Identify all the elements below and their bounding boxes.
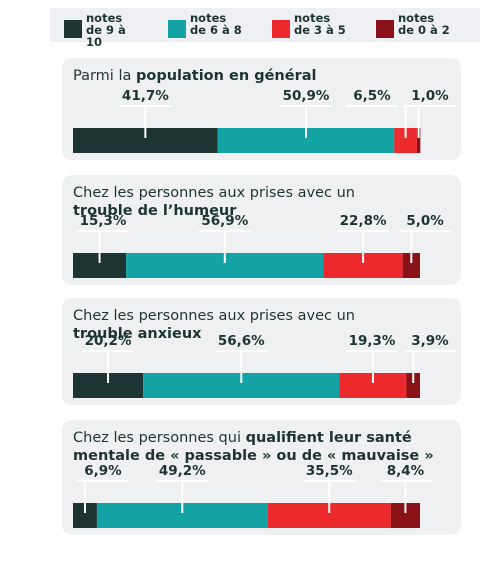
value-label: 41,7%: [122, 88, 169, 104]
value-label: 19,3%: [349, 333, 396, 349]
value-label: 15,3%: [80, 213, 127, 229]
value-label: 20,2%: [85, 333, 132, 349]
value-label: 6,9%: [84, 463, 122, 479]
title-run: Chez les personnes aux prises avec un: [73, 308, 355, 324]
title-run: Chez les personnes aux prises avec un: [73, 185, 355, 201]
chart: Parmi la population en général 41,7% 50,9%…: [0, 0, 485, 571]
infographic: notes de 9 à 10notes de 6 à 8notes de 3 …: [0, 0, 485, 571]
title-run: Parmi la: [73, 68, 136, 84]
title-run: Chez les personnes qui: [73, 430, 246, 446]
value-label: 35,5%: [306, 463, 353, 479]
panel-title: Parmi la population en général: [73, 68, 317, 84]
panel-title: Chez les personnes qui qualifient leur s…: [73, 430, 412, 446]
panel-title: Chez les personnes aux prises avec un: [73, 308, 355, 324]
title-run: population en général: [136, 68, 317, 84]
value-label: 50,9%: [283, 88, 330, 104]
value-label: 1,0%: [411, 88, 449, 104]
value-label: 49,2%: [159, 463, 206, 479]
value-label: 8,4%: [387, 463, 425, 479]
value-label: 56,6%: [218, 333, 265, 349]
value-label: 22,8%: [340, 213, 387, 229]
value-label: 5,0%: [406, 213, 444, 229]
value-label: 6,5%: [353, 88, 391, 104]
panel-title: Chez les personnes aux prises avec un: [73, 185, 355, 201]
title-run: mentale de « passable » ou de « mauvaise…: [73, 448, 434, 464]
title-run: qualifient leur santé: [246, 430, 412, 446]
value-label: 56,9%: [201, 213, 248, 229]
value-label: 3,9%: [411, 333, 449, 349]
panel-title: mentale de « passable » ou de « mauvaise…: [73, 448, 434, 464]
